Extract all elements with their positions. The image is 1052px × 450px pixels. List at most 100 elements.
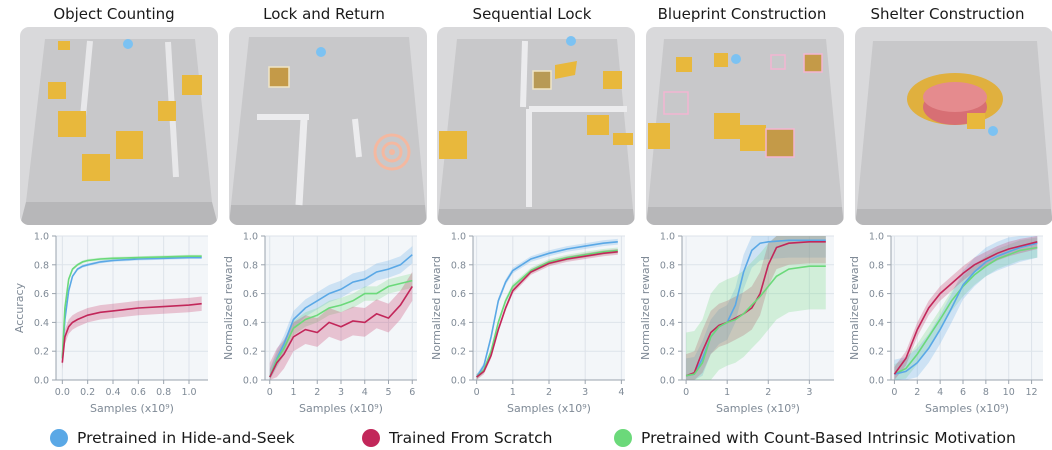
x-tick-label: 0.8 xyxy=(156,387,171,398)
x-tick-label: 0.4 xyxy=(105,387,120,398)
y-tick-label: 1.0 xyxy=(869,232,884,243)
x-tick-label: 0 xyxy=(683,387,689,398)
y-tick-label: 0.2 xyxy=(34,347,49,358)
y-tick-label: 0.0 xyxy=(660,376,675,387)
y-tick-label: 0.2 xyxy=(451,347,466,358)
y-axis-label: Normalized reward xyxy=(430,256,443,360)
series-line xyxy=(269,254,413,378)
x-tick-label: 6 xyxy=(409,387,415,398)
y-tick-label: 0.4 xyxy=(869,318,884,329)
y-tick-label: 0.8 xyxy=(243,260,258,271)
x-axis-label: Samples (x10⁹) xyxy=(90,402,174,415)
legend-item-count-based: Pretrained with Count-Based Intrinsic Mo… xyxy=(614,429,1016,447)
legend-item-from-scratch: Trained From Scratch xyxy=(362,429,552,447)
series-line xyxy=(61,255,202,359)
series-line xyxy=(894,242,1038,375)
x-tick-label: 10 xyxy=(1003,387,1015,398)
y-tick-label: 0.6 xyxy=(451,289,466,300)
y-tick-label: 0.8 xyxy=(660,260,675,271)
legend-item-hide-and-seek: Pretrained in Hide-and-Seek xyxy=(50,429,295,447)
x-tick-label: 2 xyxy=(314,387,320,398)
x-tick-label: 1 xyxy=(290,387,296,398)
chart-lock-and-return: 0.0 0.2 0.4 0.6 0.8 1.0 0 1 2 3 4 5 6 Samples (x10⁹) N… xyxy=(219,228,427,424)
chart-svg-0: 0.0 0.2 0.4 0.6 0.8 1.0 0.0 0.2 0.4 0.6 0.8 1.0 Samp… xyxy=(13,232,208,415)
series-line xyxy=(61,256,202,359)
x-tick-label: 2 xyxy=(546,387,552,398)
series-line xyxy=(685,265,826,377)
x-tick-label: 8 xyxy=(983,387,989,398)
chart-svg-4: 0.0 0.2 0.4 0.6 0.8 1.0 0 2 4 6 8 10 12 Samples (x10⁹… xyxy=(848,232,1043,415)
y-tick-label: 1.0 xyxy=(660,232,675,243)
series-line xyxy=(893,241,1038,375)
x-axis-label: Samples (x10⁹) xyxy=(925,402,1009,415)
x-tick-label: 4 xyxy=(937,387,943,398)
series-band xyxy=(476,238,618,380)
scene-shelter-construction xyxy=(855,27,1052,225)
legend-label: Trained From Scratch xyxy=(389,429,553,447)
series-band xyxy=(269,246,413,380)
x-axis-label: Samples (x10⁹) xyxy=(299,402,383,415)
y-tick-label: 0.2 xyxy=(243,347,258,358)
panel-title-shelter-construction: Shelter Construction xyxy=(870,5,1025,23)
y-tick-label: 0.0 xyxy=(243,376,258,387)
chart-sequential-lock: 0.0 0.2 0.4 0.6 0.8 1.0 0 1 2 3 4 Samples (x10⁹) Nor… xyxy=(427,228,635,424)
legend: Pretrained in Hide-and-Seek Trained From… xyxy=(0,428,1052,450)
x-tick-label: 3 xyxy=(338,387,344,398)
x-tick-label: 3 xyxy=(582,387,588,398)
series-band xyxy=(269,273,413,380)
legend-swatch-green xyxy=(614,429,632,447)
scene-blueprint-construction xyxy=(646,27,844,225)
y-axis-label: Normalized reward xyxy=(848,256,861,360)
legend-label: Pretrained in Hide-and-Seek xyxy=(77,429,295,447)
series-line xyxy=(61,302,202,363)
chart-svg-1: 0.0 0.2 0.4 0.6 0.8 1.0 0 1 2 3 4 5 6 Samples (x10⁹) N… xyxy=(222,232,417,415)
series-line xyxy=(269,285,413,378)
series-line xyxy=(476,251,618,378)
chart-svg-3: 0.0 0.2 0.4 0.6 0.8 1.0 0 1 2 3 Samples (x10⁹) Norm… xyxy=(639,232,834,415)
y-tick-label: 0.8 xyxy=(451,260,466,271)
y-tick-label: 1.0 xyxy=(451,232,466,243)
y-tick-label: 1.0 xyxy=(243,232,258,243)
panel-title-blueprint-construction: Blueprint Construction xyxy=(657,5,827,23)
y-axis-label: Normalized reward xyxy=(639,256,652,360)
chart-blueprint-construction: 0.0 0.2 0.4 0.6 0.8 1.0 0 1 2 3 Samples (x10⁹) Norm… xyxy=(636,228,844,424)
series-line xyxy=(685,239,826,377)
x-tick-label: 0.0 xyxy=(55,387,70,398)
legend-label: Pretrained with Count-Based Intrinsic Mo… xyxy=(641,429,1016,447)
x-tick-label: 1 xyxy=(510,387,516,398)
y-tick-label: 0.6 xyxy=(660,289,675,300)
legend-swatch-red xyxy=(362,429,380,447)
x-tick-label: 12 xyxy=(1026,387,1038,398)
x-tick-label: 0 xyxy=(891,387,897,398)
x-tick-label: 0.2 xyxy=(80,387,95,398)
series-line xyxy=(476,249,618,378)
x-axis-label: Samples (x10⁹) xyxy=(716,402,800,415)
y-axis-label: Normalized reward xyxy=(222,256,235,360)
y-tick-label: 0.6 xyxy=(34,289,49,300)
y-tick-label: 1.0 xyxy=(34,232,49,243)
x-tick-label: 2 xyxy=(914,387,920,398)
y-tick-label: 0.2 xyxy=(869,347,884,358)
series-line xyxy=(475,241,618,378)
series-line xyxy=(269,279,413,378)
series-band xyxy=(686,236,826,380)
y-tick-label: 0.0 xyxy=(451,376,466,387)
series-band xyxy=(894,236,1038,380)
panel-title-object-counting: Object Counting xyxy=(53,5,175,23)
x-tick-label: 0 xyxy=(474,387,480,398)
x-tick-label: 0.6 xyxy=(131,387,146,398)
x-tick-label: 6 xyxy=(960,387,966,398)
y-tick-label: 0.2 xyxy=(660,347,675,358)
x-tick-label: 3 xyxy=(806,387,812,398)
y-tick-label: 0.8 xyxy=(869,260,884,271)
y-tick-label: 0.4 xyxy=(243,318,258,329)
chart-svg-2: 0.0 0.2 0.4 0.6 0.8 1.0 0 1 2 3 4 Samples (x10⁹) Nor… xyxy=(430,232,625,415)
scene-sequential-lock xyxy=(437,27,635,225)
scene-object-counting xyxy=(20,27,218,225)
x-tick-label: 2 xyxy=(765,387,771,398)
y-tick-label: 0.8 xyxy=(34,260,49,271)
chart-shelter-construction: 0.0 0.2 0.4 0.6 0.8 1.0 0 2 4 6 8 10 12 Samples (x10⁹… xyxy=(845,228,1052,424)
y-axis-label: Accuracy xyxy=(13,282,26,333)
y-tick-label: 0.0 xyxy=(869,376,884,387)
y-tick-label: 0.6 xyxy=(869,289,884,300)
